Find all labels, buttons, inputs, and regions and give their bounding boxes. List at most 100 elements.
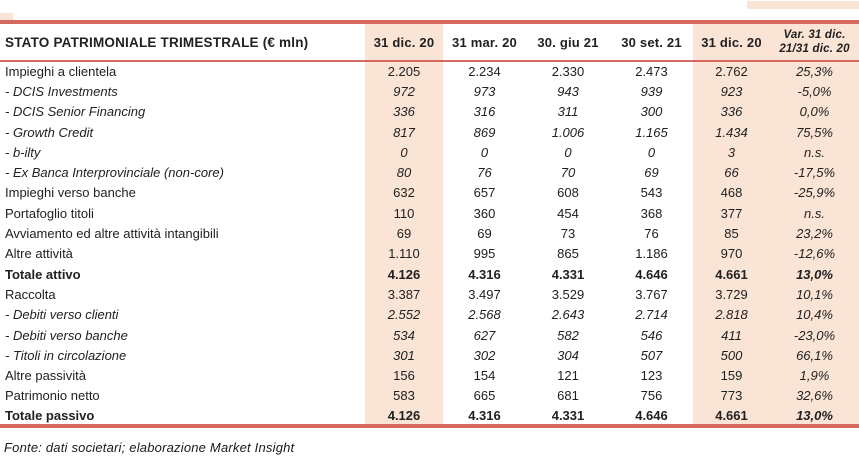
cell-value: 4.661 [693, 263, 770, 285]
column-header-31-dic-20: 31 dic. 20 [365, 22, 443, 62]
cell-value: 3 [693, 142, 770, 163]
table-row: Impieghi verso banche 632 657 608 543 468 -25,… [0, 182, 859, 204]
cell-value: -12,6% [770, 243, 859, 264]
table-row: - Ex Banca Interprovinciale (non-core) 80… [0, 162, 859, 183]
column-header-30-set-21: 30 set. 21 [610, 22, 693, 62]
cell-value: 10,1% [770, 284, 859, 305]
table-row: Raccolta 3.387 3.497 3.529 3.767 3.729 10,1% [0, 284, 859, 305]
cell-value: 507 [640, 347, 663, 363]
cell-value: 66,1% [770, 345, 859, 366]
cell-value: 3.729 [693, 284, 770, 305]
cell-value: 4.331 [551, 266, 585, 282]
cell-value: 85 [693, 223, 770, 244]
cell-value: 0,0% [770, 101, 859, 122]
cell-value: 454 [557, 205, 579, 221]
table-row: Portafoglio titoli 110 360 454 368 377 n.s. [0, 203, 859, 224]
cell-value: 300 [640, 104, 663, 120]
cell-value: 2.234 [468, 64, 501, 80]
row-label: - Growth Credit [5, 124, 94, 140]
cell-value: 3.767 [635, 286, 668, 302]
cell-value: 368 [640, 205, 663, 221]
cell-value: 411 [693, 324, 770, 346]
cell-value: 657 [473, 185, 496, 201]
cell-value: 2.330 [551, 64, 585, 80]
cell-value: 1.006 [551, 124, 585, 140]
cell-value: 546 [640, 327, 663, 343]
cell-value: 13,0% [770, 406, 859, 427]
cell-value: -17,5% [770, 162, 859, 183]
cell-value: 1.186 [635, 246, 668, 262]
table-row: Patrimonio netto 583 665 681 756 773 32,6% [0, 385, 859, 407]
cell-value: 66 [693, 162, 770, 183]
row-label: Impieghi a clientela [5, 64, 117, 80]
cell-value: 316 [473, 104, 496, 120]
cell-value: 70 [560, 165, 576, 181]
cell-value: 0 [564, 144, 572, 160]
cell-value: 0 [480, 144, 489, 160]
table-row: Altre passività 156 154 121 123 159 1,9% [0, 365, 859, 386]
row-label: Patrimonio netto [5, 388, 100, 404]
row-label: Altre attività [5, 246, 73, 262]
top-left-cell-artifact [0, 13, 13, 20]
row-label: Portafoglio titoli [5, 205, 94, 221]
cell-value: 583 [365, 385, 443, 407]
cell-value: 0 [647, 144, 656, 160]
cell-value: 632 [365, 182, 443, 204]
table-row: Totale passivo 4.126 4.316 4.331 4.646 4.661 1… [0, 406, 859, 427]
column-header-variation: Var. 31 dic. 21/31 dic. 20 [770, 22, 859, 62]
quarterly-balance-sheet-table: STATO PATRIMONIALE TRIMESTRALE (€ mln) 3… [0, 20, 859, 429]
cell-value: 995 [473, 246, 496, 262]
cell-value: 360 [473, 205, 496, 221]
cell-value: 69 [644, 165, 659, 181]
cell-value: 468 [693, 182, 770, 204]
cell-value: 121 [557, 368, 579, 384]
row-label: - Debiti verso clienti [5, 307, 119, 323]
cell-value: 75,5% [770, 121, 859, 143]
cell-value: 154 [473, 368, 496, 384]
header-row: STATO PATRIMONIALE TRIMESTRALE (€ mln) 3… [0, 22, 859, 62]
cell-value: 69 [477, 226, 492, 242]
cell-value: 2.714 [635, 307, 668, 323]
cell-value: 627 [473, 327, 496, 343]
cell-value: 500 [693, 345, 770, 366]
table-body: Impieghi a clientela 2.205 2.234 2.330 2.473… [0, 61, 859, 427]
row-label: - Ex Banca Interprovinciale (non-core) [5, 165, 224, 181]
cell-value: 80 [365, 162, 443, 183]
cell-value: 817 [365, 121, 443, 143]
cell-value: 1.434 [693, 121, 770, 143]
cell-value: 1.165 [635, 124, 668, 140]
cell-value: 32,6% [770, 385, 859, 407]
cell-value: 1,9% [770, 365, 859, 386]
cell-value: 76 [477, 165, 492, 181]
cell-value: 123 [640, 368, 663, 384]
cell-value: 2.762 [693, 61, 770, 82]
cell-value: 304 [557, 347, 579, 363]
cell-value: 4.126 [365, 263, 443, 285]
row-label: Avviamento ed altre attività intangibili [5, 226, 219, 242]
cell-value: 4.316 [468, 266, 501, 282]
cell-value: 2.643 [551, 307, 585, 323]
cell-value: 23,2% [770, 223, 859, 244]
cell-value: 543 [640, 185, 663, 201]
row-label: Altre passività [5, 368, 86, 384]
cell-value: 0 [365, 142, 443, 163]
cell-value: n.s. [770, 142, 859, 163]
cell-value: -5,0% [770, 81, 859, 102]
cell-value: 943 [557, 83, 579, 99]
cell-value: 681 [557, 388, 579, 404]
row-label: - Debiti verso banche [5, 327, 128, 343]
cell-value: 2.568 [468, 307, 501, 323]
table-row: - Titoli in circolazione 301 302 304 507 500 6… [0, 345, 859, 366]
cell-value: 756 [640, 388, 663, 404]
cell-value: 377 [693, 203, 770, 224]
row-label: - DCIS Senior Financing [5, 104, 146, 120]
cell-value: 1.110 [365, 243, 443, 264]
cell-value: 311 [557, 104, 579, 120]
cell-value: 2.205 [365, 61, 443, 82]
row-label: Impieghi verso banche [5, 185, 136, 201]
cell-value: 4.646 [635, 407, 668, 423]
row-label: Raccolta [5, 286, 56, 302]
row-label: Totale passivo [5, 407, 95, 423]
cell-value: 10,4% [770, 304, 859, 325]
cell-value: 923 [693, 81, 770, 102]
